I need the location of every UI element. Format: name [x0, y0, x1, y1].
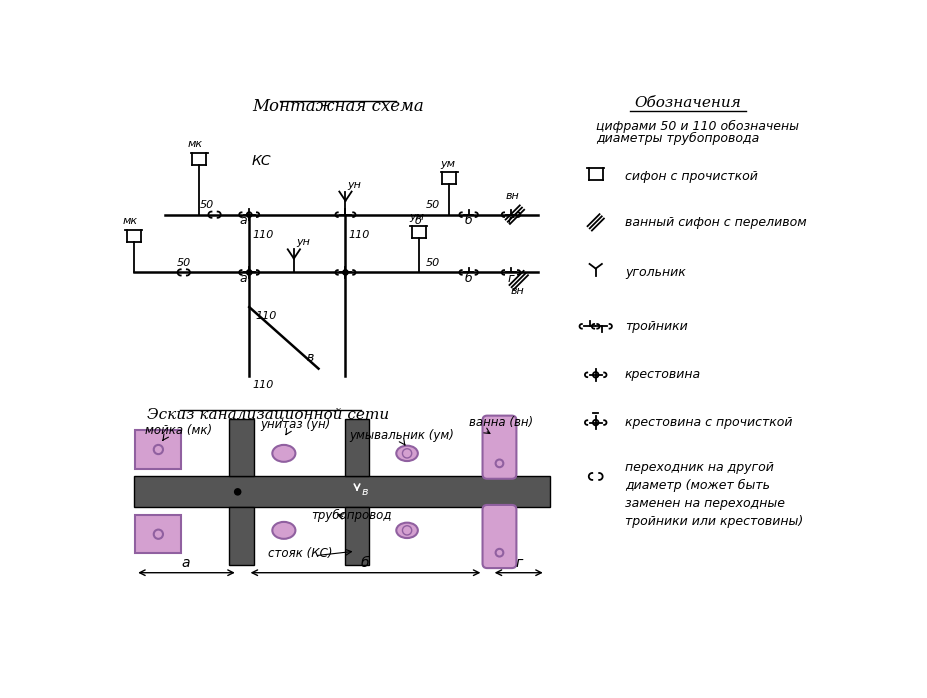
Text: а: а — [239, 214, 247, 227]
Text: крестовина с прочисткой: крестовина с прочисткой — [624, 416, 792, 429]
Text: 50: 50 — [425, 200, 439, 211]
Text: г: г — [507, 272, 514, 285]
Text: переходник на другой
диаметр (может быть
заменен на переходные
тройники или крес: переходник на другой диаметр (может быть… — [624, 461, 803, 528]
Text: 110: 110 — [252, 230, 273, 239]
Text: тройники: тройники — [624, 320, 687, 333]
Text: вн: вн — [510, 286, 524, 296]
Text: Эскиз канализационной сети: Эскиз канализационной сети — [147, 407, 389, 421]
Text: 110: 110 — [255, 311, 276, 320]
Text: Монтажная схема: Монтажная схема — [251, 98, 424, 114]
Text: б: б — [414, 216, 421, 226]
Text: б: б — [360, 556, 369, 570]
Text: 50: 50 — [199, 200, 214, 211]
Text: ванна (вн): ванна (вн) — [468, 417, 532, 429]
Text: Обозначения: Обозначения — [634, 96, 741, 110]
Text: сифон с прочисткой: сифон с прочисткой — [624, 170, 757, 183]
Circle shape — [235, 489, 240, 495]
Bar — [229, 507, 254, 565]
Text: крестовина: крестовина — [624, 369, 701, 381]
Text: г: г — [507, 214, 514, 227]
Text: 50: 50 — [176, 258, 191, 268]
Bar — [483, 419, 507, 477]
Text: мк: мк — [122, 216, 137, 226]
Ellipse shape — [272, 522, 295, 539]
Text: стояк (КС): стояк (КС) — [268, 547, 333, 560]
FancyBboxPatch shape — [482, 415, 515, 479]
Text: умывальник (ум): умывальник (ум) — [349, 429, 453, 443]
Bar — [133, 477, 549, 507]
Text: унитаз (ун): унитаз (ун) — [260, 418, 331, 431]
Bar — [135, 515, 182, 554]
Ellipse shape — [272, 445, 295, 462]
Text: ун: ун — [348, 179, 362, 190]
Text: диаметры трубопровода: диаметры трубопровода — [595, 132, 758, 145]
Text: мойка (мк): мойка (мк) — [146, 424, 212, 437]
Text: 110: 110 — [252, 380, 273, 390]
Text: а: а — [182, 556, 190, 570]
Text: мк: мк — [187, 139, 203, 149]
Text: цифрами 50 и 110 обозначены: цифрами 50 и 110 обозначены — [595, 120, 798, 133]
Bar — [483, 507, 507, 565]
Text: б: б — [464, 272, 472, 285]
Text: трубопровод: трубопровод — [311, 509, 391, 522]
Bar — [135, 430, 182, 469]
Bar — [229, 419, 254, 477]
Bar — [344, 507, 369, 565]
Text: ум: ум — [409, 212, 425, 222]
Text: КС: КС — [251, 154, 271, 168]
Text: б: б — [464, 214, 472, 227]
FancyBboxPatch shape — [482, 505, 515, 568]
Text: угольник: угольник — [624, 266, 685, 279]
Text: 50: 50 — [425, 258, 439, 268]
Text: вн: вн — [505, 191, 519, 201]
Ellipse shape — [396, 523, 417, 538]
Text: ванный сифон с переливом: ванный сифон с переливом — [624, 216, 806, 229]
Text: г: г — [514, 556, 522, 570]
Bar — [344, 419, 369, 477]
Text: ум: ум — [440, 159, 455, 169]
Text: в: в — [362, 487, 368, 497]
Ellipse shape — [396, 445, 417, 461]
Text: ун: ун — [296, 237, 310, 248]
Text: в: в — [307, 351, 314, 364]
Text: 110: 110 — [349, 230, 370, 239]
Text: а: а — [239, 272, 247, 285]
